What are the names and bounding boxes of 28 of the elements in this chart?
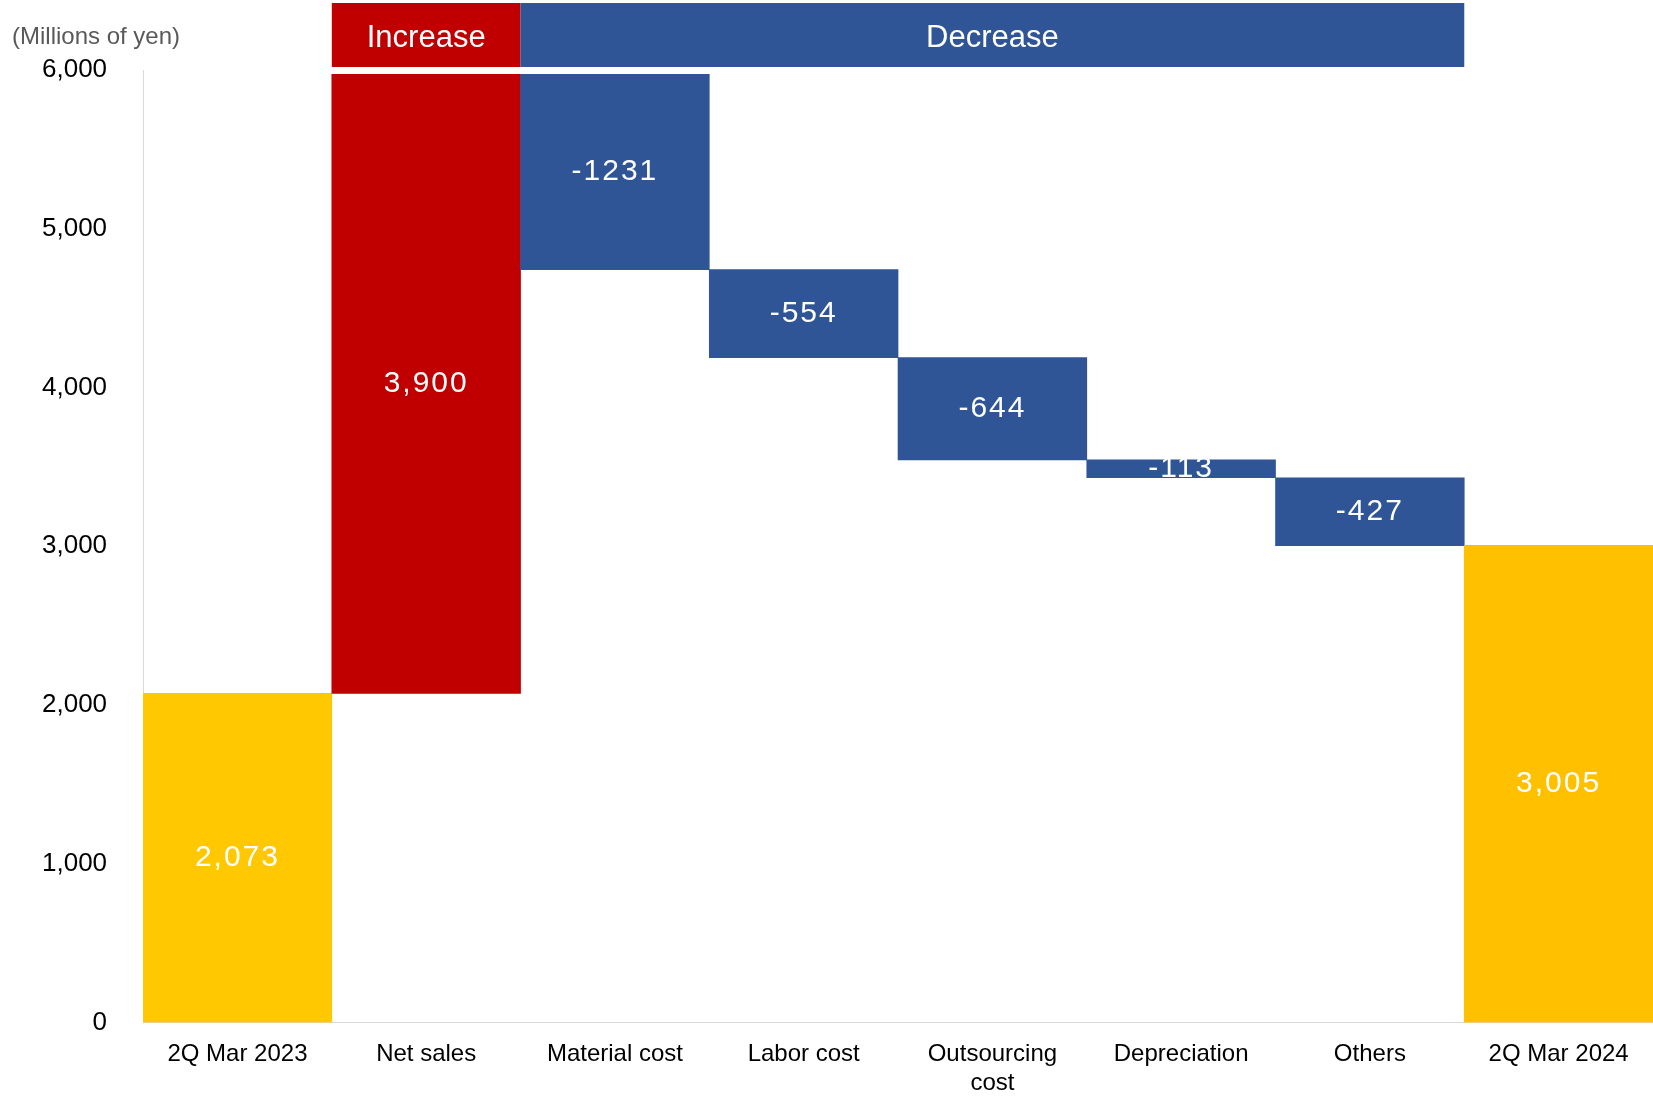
data-label: -427 (1335, 492, 1404, 526)
x-tick-label: Material cost (546, 1039, 684, 1067)
y-tick-label: 1,000 (41, 846, 108, 877)
bar (143, 693, 333, 1023)
data-label: 3,900 (383, 365, 469, 399)
text: Decrease (926, 18, 1059, 54)
x-tick-label: Net sales (376, 1039, 477, 1067)
x-tick-label: Outsourcing cost (927, 1039, 1058, 1096)
y-tick-label: 6,000 (41, 53, 108, 84)
y-tick-label: 0 (92, 1005, 108, 1036)
data-label: 2,073 (194, 839, 280, 873)
bar (1463, 545, 1653, 1023)
bar (331, 73, 521, 694)
x-tick-label: 2Q Mar 2023 (167, 1039, 308, 1067)
data-label: 3,005 (1516, 765, 1602, 799)
x-tick-label: Others (1333, 1039, 1406, 1067)
data-label: -554 (769, 294, 838, 328)
data-label: -1231 (571, 153, 659, 187)
x-tick-label: Labor cost (747, 1039, 861, 1067)
text: Increase (366, 18, 486, 54)
x-tick-label: Depreciation (1113, 1039, 1249, 1067)
y-tick-label: 4,000 (41, 370, 108, 401)
y-tick-label: 5,000 (41, 211, 108, 242)
data-label: -644 (958, 390, 1027, 423)
y-axis-title: (Millions of yen) (12, 21, 181, 49)
y-tick-label: 2,000 (41, 688, 108, 719)
y-tick-label: 3,000 (41, 529, 108, 560)
x-tick-label: 2Q Mar 2024 (1488, 1039, 1629, 1067)
